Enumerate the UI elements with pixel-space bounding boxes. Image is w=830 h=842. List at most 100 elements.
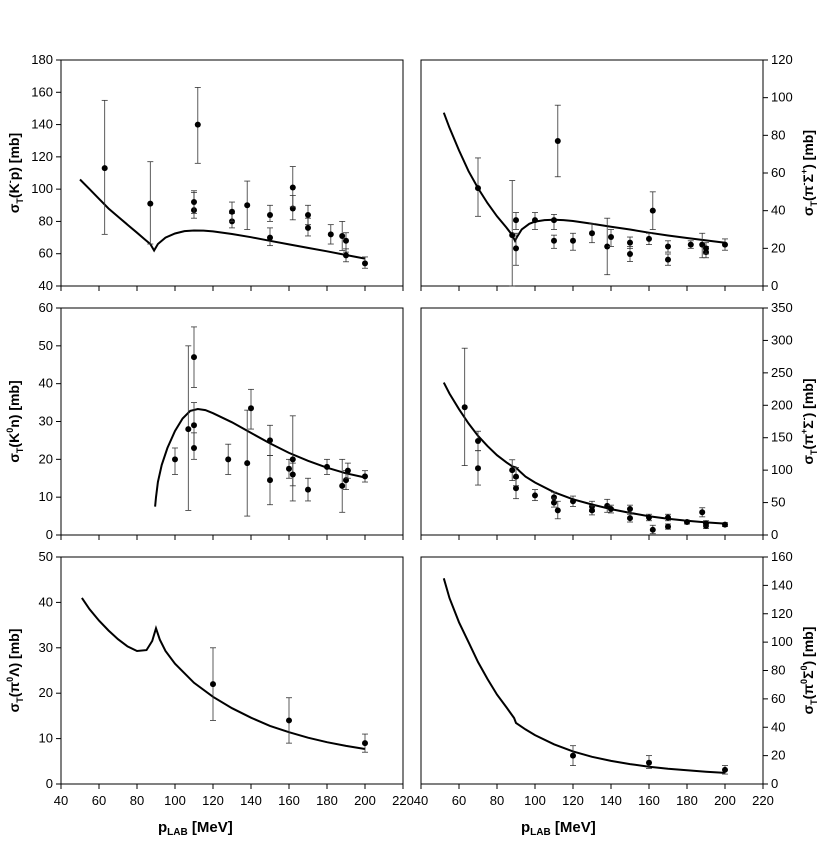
y-tick-label: 120 xyxy=(31,149,53,164)
data-point xyxy=(305,477,311,502)
data-point xyxy=(627,246,633,262)
data-marker xyxy=(289,184,296,191)
data-marker xyxy=(343,237,349,244)
data-marker xyxy=(551,499,557,506)
data-marker xyxy=(324,463,330,470)
data-point xyxy=(305,204,311,226)
data-point xyxy=(513,232,519,266)
theory-curve xyxy=(442,382,726,525)
panel-top-left: 40 60 80 100 120 140 160 180 σT(K-p) [mb] xyxy=(5,52,404,293)
y-tick-label: 40 xyxy=(39,278,53,293)
data-marker xyxy=(551,217,557,224)
data-point xyxy=(362,470,368,483)
data-marker xyxy=(191,199,197,206)
data-marker xyxy=(589,507,595,514)
data-point xyxy=(665,240,671,253)
x-tick-label: 200 xyxy=(354,793,376,808)
data-point xyxy=(286,697,292,744)
plot-frame xyxy=(420,556,764,785)
y-tick-label: 50 xyxy=(771,495,785,510)
data-point xyxy=(101,99,108,235)
y-tick-label: 20 xyxy=(39,685,53,700)
data-marker xyxy=(722,241,728,248)
y-axis-label: σT(K0n) [mb] xyxy=(5,380,25,462)
y-axis-label: σT(π-Σ+) [mb] xyxy=(799,130,819,216)
data-marker xyxy=(532,492,538,499)
y-tick-label: 350 xyxy=(771,300,793,315)
data-point xyxy=(665,253,671,266)
data-marker xyxy=(570,237,576,244)
data-marker xyxy=(289,456,296,463)
data-marker xyxy=(665,256,671,263)
data-marker xyxy=(687,241,694,248)
data-point xyxy=(627,236,633,249)
data-point xyxy=(513,467,519,487)
data-point xyxy=(554,104,561,178)
y-tick-label: 0 xyxy=(771,278,778,293)
theory-curve xyxy=(442,112,726,244)
data-marker xyxy=(362,740,368,747)
y-tick-label: 100 xyxy=(771,634,793,649)
data-marker xyxy=(225,456,232,463)
data-point xyxy=(513,212,519,230)
data-marker xyxy=(229,208,235,215)
data-point xyxy=(475,450,481,486)
data-marker xyxy=(267,437,273,444)
data-marker xyxy=(551,237,557,244)
data-marker xyxy=(244,202,251,209)
data-point xyxy=(646,232,652,245)
x-tick-label: 140 xyxy=(600,793,622,808)
x-axis-label-right: pLAB [MeV] xyxy=(521,819,596,838)
data-point xyxy=(362,733,368,753)
data-marker xyxy=(627,515,633,522)
data-marker xyxy=(513,245,519,252)
data-marker xyxy=(475,465,481,472)
data-marker xyxy=(210,681,216,688)
y-tick-label: 80 xyxy=(771,127,785,142)
data-marker xyxy=(684,519,690,526)
data-marker xyxy=(475,185,481,192)
data-point xyxy=(327,224,334,245)
data-marker xyxy=(722,766,728,773)
data-marker xyxy=(649,526,656,533)
y-tick-label: 60 xyxy=(771,165,785,180)
data-point xyxy=(627,504,633,514)
data-marker xyxy=(147,200,154,207)
data-marker xyxy=(665,243,671,250)
data-marker xyxy=(191,444,197,451)
x-tick-label: 60 xyxy=(92,793,106,808)
theory-curve xyxy=(154,407,366,507)
data-marker xyxy=(703,520,709,527)
data-point xyxy=(646,513,652,522)
data-point xyxy=(191,432,197,460)
data-point xyxy=(665,523,671,530)
x-tick-label: 100 xyxy=(164,793,186,808)
data-point xyxy=(665,513,671,522)
data-point xyxy=(343,248,349,263)
y-tick-label: 60 xyxy=(39,246,53,261)
x-tick-label: 160 xyxy=(638,793,660,808)
data-marker xyxy=(191,354,197,361)
plot-frame xyxy=(420,307,764,536)
data-point xyxy=(604,217,611,276)
y-tick-label: 0 xyxy=(46,776,53,791)
y-tick-label: 100 xyxy=(771,90,793,105)
y-axis-label: σT(π0Λ) [mb] xyxy=(5,629,25,713)
data-marker xyxy=(646,759,652,766)
data-point xyxy=(461,347,468,467)
data-marker xyxy=(627,239,633,246)
y-tick-label: 140 xyxy=(771,577,793,592)
y-tick-label: 10 xyxy=(39,731,53,746)
data-point xyxy=(649,191,656,230)
y-tick-label: 180 xyxy=(31,52,53,67)
data-marker xyxy=(461,404,468,411)
data-point xyxy=(289,166,296,208)
data-marker xyxy=(248,405,254,412)
y-tick-label: 200 xyxy=(771,397,793,412)
data-point xyxy=(570,495,576,507)
y-tick-label: 30 xyxy=(39,414,53,429)
y-axis-label: σT(π+Σ-) [mb] xyxy=(799,378,819,464)
panel-bottom-right: 0 20 40 60 80 100 120 140 160 40 60 80 100 120 140 160 1… xyxy=(414,549,819,808)
data-point xyxy=(343,470,349,491)
panel-bottom-left: 0 10 20 30 40 50 40 60 80 100 120 140 160 180 200 220 σT… xyxy=(5,549,414,808)
